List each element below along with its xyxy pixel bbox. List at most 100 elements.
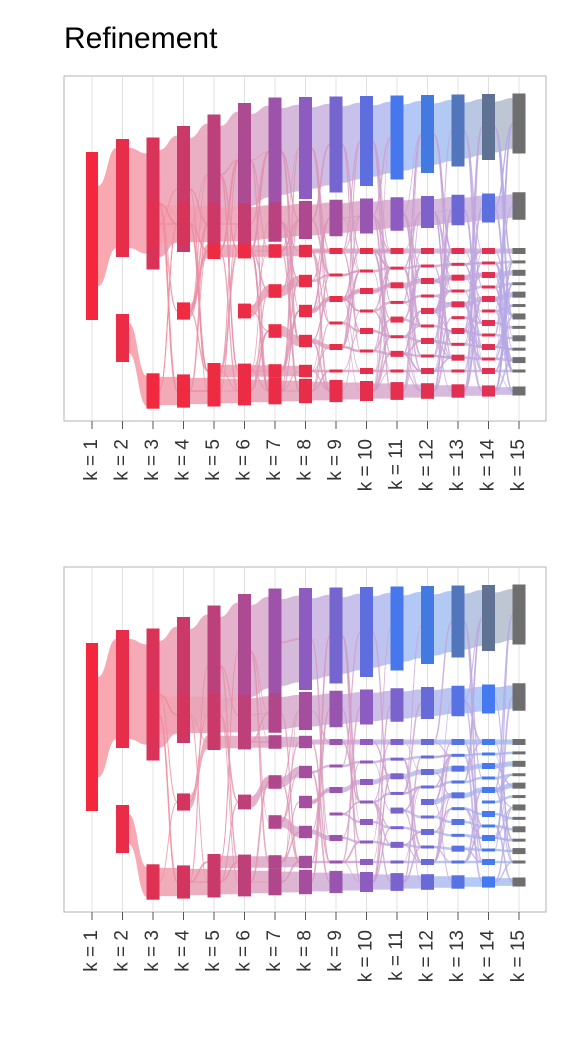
cluster-node [238,734,251,750]
cluster-node [177,374,190,408]
cluster-node [421,368,434,374]
cluster-node [482,811,495,817]
flow-link [341,330,361,372]
flow-link [280,710,300,783]
cluster-node [116,314,129,362]
flow-band [403,100,422,171]
flow-band [403,843,422,849]
flow-link [463,700,483,743]
x-tick-label: k = 7 [264,930,285,972]
flow-link [433,846,453,863]
flow-band [433,688,452,716]
flow-link [402,310,422,392]
flow-link [433,310,453,359]
cluster-node [421,845,434,849]
cluster-node [360,328,373,334]
cluster-node [512,826,526,833]
flow-link [310,634,331,863]
cluster-node [421,785,434,789]
cluster-node [421,196,434,228]
flow-link [250,250,270,292]
cluster-node [451,301,465,308]
cluster-node [268,735,282,749]
flow-link [250,221,270,372]
flow-link [311,708,331,833]
flow-link [341,270,361,348]
flow-link [158,714,178,883]
flow-link [494,789,514,808]
cluster-node [512,795,526,799]
cluster-node [360,198,373,234]
cluster-node [451,354,465,361]
flow-link [280,219,301,292]
flow-link [280,310,301,372]
cluster-node [299,765,312,779]
cluster-node [482,763,495,769]
flow-band [403,826,422,834]
cluster-node [268,284,282,298]
flow-link [311,322,331,392]
flow-link [250,650,270,714]
cluster-node [482,333,495,337]
cluster-node [451,860,465,864]
flow-link [402,265,423,355]
cluster-node [512,248,526,254]
cluster-node [238,867,251,897]
flow-link [494,346,514,350]
x-tick-label: k = 11 [386,439,407,490]
flow-band [128,322,147,407]
flow-link [219,664,239,716]
cluster-node [482,800,495,804]
cluster-node [360,288,373,294]
cluster-node [207,734,221,750]
flow-band [281,736,300,748]
flow-band [159,376,178,406]
cluster-node [512,739,526,745]
flow-link [341,741,361,803]
flow-link [433,794,453,863]
cluster-node [451,316,465,320]
cluster-node [421,799,434,805]
flow-link [402,846,422,883]
cluster-node [360,872,373,892]
flow-band [250,856,269,868]
cluster-node [451,807,465,811]
flow-link [402,211,422,392]
flow-link [493,789,514,863]
cluster-node [207,243,221,259]
flow-link [341,250,362,332]
flow-link [463,303,483,372]
flow-link [372,250,392,269]
flow-link [432,754,453,863]
flow-link [493,274,514,372]
cluster-node [390,369,404,373]
cluster-node [482,385,495,397]
cluster-node [329,739,343,745]
cluster-node [238,694,251,736]
flow-link [463,754,484,883]
x-tick-label: k = 15 [508,930,529,982]
cluster-node [238,363,251,379]
cluster-node [512,860,526,864]
cluster-node [421,769,434,775]
cluster-node [451,94,465,167]
cluster-node [482,248,495,254]
cluster-node [238,594,251,708]
cluster-node [116,630,129,748]
cluster-node [390,586,404,671]
cluster-node [421,586,434,664]
flow-link [463,330,483,392]
cluster-node [268,775,282,789]
flow-link [341,140,362,252]
flow-link [493,696,514,839]
cluster-node [482,787,495,793]
flow-link [433,129,453,357]
flow-link [372,137,392,392]
flow-link [280,741,301,823]
flow-link [249,781,270,883]
cluster-node [238,303,251,319]
cluster-node [482,368,495,374]
cluster-node [482,272,495,278]
flow-link [493,205,514,288]
flow-band [220,244,239,258]
